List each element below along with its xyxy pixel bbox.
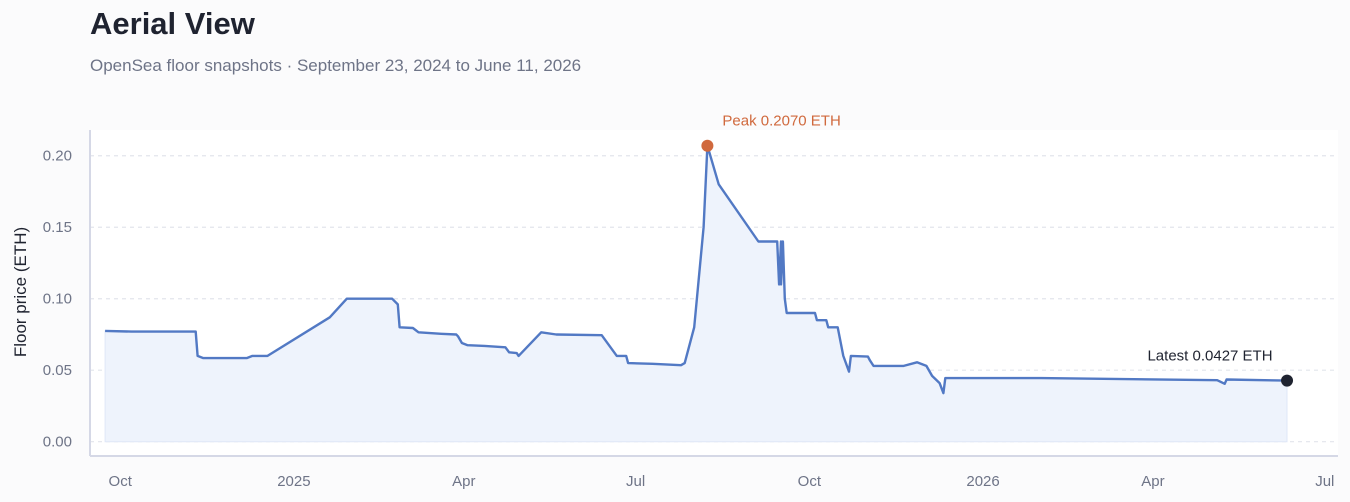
x-tick-label: Apr — [452, 473, 475, 490]
x-tick-label: 2025 — [277, 473, 310, 490]
y-tick-label: 0.20 — [43, 148, 72, 165]
latest-label: Latest 0.0427 ETH — [1147, 348, 1272, 365]
x-tick-label: Jul — [1315, 473, 1334, 490]
x-tick-label: 2026 — [966, 473, 999, 490]
x-tick-label: Oct — [798, 473, 822, 490]
y-tick-label: 0.00 — [43, 434, 72, 451]
chart-subtitle: OpenSea floor snapshots · September 23, … — [90, 56, 582, 75]
chart-title: Aerial View — [90, 6, 255, 41]
x-tick-label: Apr — [1141, 473, 1164, 490]
y-tick-label: 0.05 — [43, 362, 72, 379]
x-tick-label: Oct — [109, 473, 133, 490]
y-tick-label: 0.15 — [43, 219, 72, 236]
y-tick-label: 0.10 — [43, 291, 72, 308]
y-tick-labels: 0.00 0.05 0.10 0.15 0.20 — [43, 148, 72, 451]
peak-label: Peak 0.2070 ETH — [722, 113, 840, 130]
peak-marker — [701, 139, 714, 152]
latest-marker — [1281, 374, 1294, 387]
x-tick-label: Jul — [626, 473, 645, 490]
series-line — [105, 144, 1288, 395]
x-tick-labels: Oct 2025 Apr Jul Oct 2026 Apr Jul — [109, 473, 1335, 490]
y-axis-label: Floor price (ETH) — [11, 227, 30, 357]
